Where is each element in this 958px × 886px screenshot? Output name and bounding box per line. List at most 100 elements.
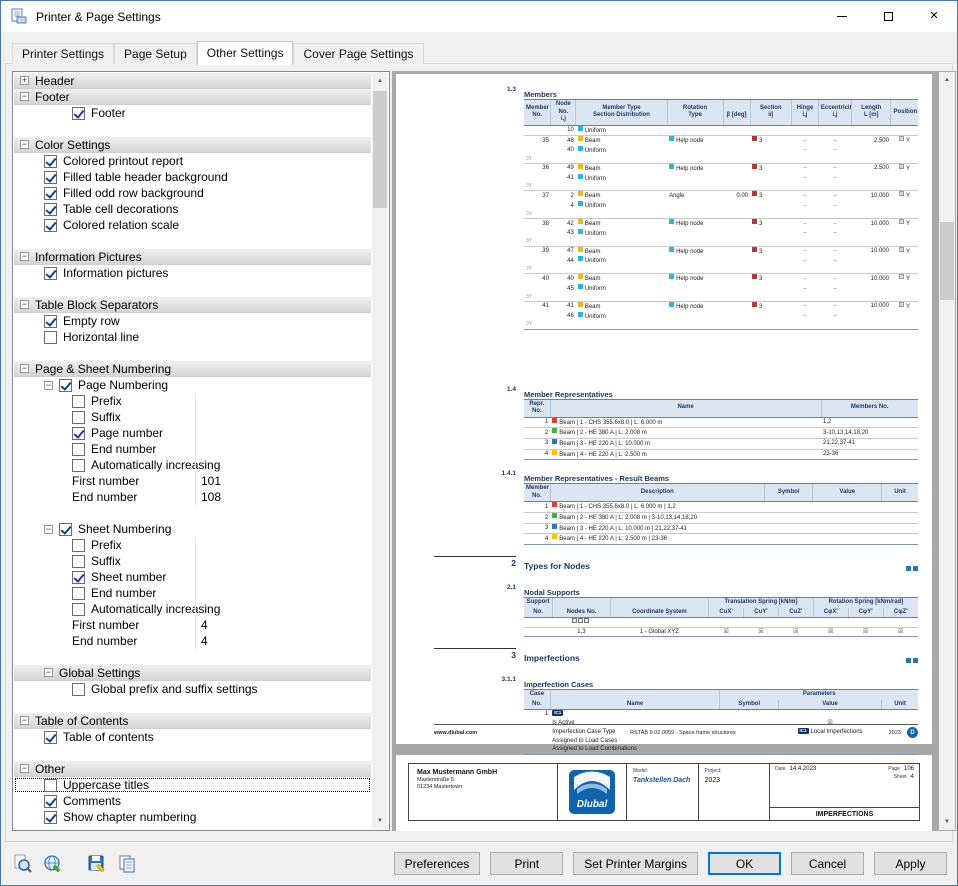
maximize-button[interactable]	[865, 1, 911, 32]
collapse-icon[interactable]: −	[44, 523, 53, 534]
tree-item-uppercase-titles[interactable]: Uppercase titles	[14, 777, 371, 793]
tree-group-footer[interactable]: − Footer	[14, 89, 371, 105]
scroll-up-icon[interactable]: ▲	[944, 77, 950, 83]
tree-group-global-settings[interactable]: − Global Settings	[14, 665, 371, 681]
tree-item-suffix[interactable]: Suffix	[14, 409, 371, 425]
tree-group-information-pictures[interactable]: − Information Pictures	[14, 249, 371, 265]
tree-group-header[interactable]: + Header	[14, 73, 371, 89]
collapse-icon[interactable]: −	[20, 299, 29, 309]
scroll-down-icon[interactable]: ▼	[944, 819, 950, 825]
tree-group-page-sheet-numbering[interactable]: − Page & Sheet Numbering	[14, 361, 371, 377]
tree-item-first-number[interactable]: First number 4	[14, 617, 371, 633]
tree-item-show-chapter-numbering[interactable]: Show chapter numbering	[14, 809, 371, 825]
tree-group-page-numbering[interactable]: − Page Numbering	[14, 377, 371, 393]
preview-scroll-thumb[interactable]	[940, 222, 954, 300]
tree-item-footer[interactable]: Footer	[14, 105, 371, 121]
collapse-icon[interactable]: −	[20, 363, 29, 373]
tree-scroll-thumb[interactable]	[373, 91, 387, 208]
checkbox-end-number[interactable]	[72, 586, 85, 600]
checkbox-colored-printout-report[interactable]	[44, 154, 57, 168]
tree-item-suffix[interactable]: Suffix	[14, 553, 371, 569]
collapse-icon[interactable]: −	[20, 251, 29, 261]
preview-page-2[interactable]: Max Mustermann GmbH Masterstraße 5 01234…	[396, 755, 932, 831]
collapse-icon[interactable]: −	[20, 763, 29, 773]
ok-button[interactable]: OK	[708, 852, 781, 875]
checkbox-page-numbering[interactable]	[59, 378, 72, 392]
checkbox-prefix[interactable]	[72, 394, 85, 408]
collapse-icon[interactable]: −	[44, 379, 53, 390]
preview-scrollbar[interactable]: ▲ ▼	[939, 72, 955, 830]
checkbox-sheet-numbering[interactable]	[59, 522, 72, 536]
tree-item-colored-printout-report[interactable]: Colored printout report	[14, 153, 371, 169]
tree-item-automatically-increasing[interactable]: Automatically increasing	[14, 457, 371, 473]
tree-item-table-of-contents[interactable]: Table of contents	[14, 729, 371, 745]
tree-group-color-settings[interactable]: − Color Settings	[14, 137, 371, 153]
tree-item-prefix[interactable]: Prefix	[14, 537, 371, 553]
checkbox-colored-relation-scale[interactable]	[44, 218, 57, 232]
checkbox-suffix[interactable]	[72, 410, 85, 424]
preview-page-1[interactable]: 1.3 Members Member No. Node No. i,j Member T…	[396, 74, 932, 755]
collapse-icon[interactable]: −	[44, 667, 53, 677]
tree-item-comments[interactable]: Comments	[14, 793, 371, 809]
checkbox-automatically-increasing[interactable]	[72, 458, 85, 472]
checkbox-automatically-increasing[interactable]	[72, 602, 85, 616]
close-button[interactable]: ✕	[911, 1, 957, 32]
tree-item-information-pictures[interactable]: Information pictures	[14, 265, 371, 281]
print-button[interactable]: Print	[490, 852, 564, 875]
value-first-number[interactable]: 101	[201, 474, 222, 488]
checkbox-filled-odd-row-background[interactable]	[44, 186, 57, 200]
find-in-preview-button[interactable]	[11, 852, 35, 876]
minimize-button[interactable]	[819, 1, 865, 32]
tab-other-settings[interactable]: Other Settings	[196, 41, 294, 65]
checkbox-prefix[interactable]	[72, 538, 85, 552]
set-printer-margins-button[interactable]: Set Printer Margins	[573, 852, 698, 875]
value-end-number[interactable]: 4	[201, 634, 208, 648]
save-settings-button[interactable]	[85, 852, 109, 876]
collapse-icon[interactable]: −	[20, 91, 29, 101]
checkbox-table-of-contents[interactable]	[44, 730, 57, 744]
tree-item-filled-table-header-background[interactable]: Filled table header background	[14, 169, 371, 185]
expand-icon[interactable]: +	[20, 75, 29, 85]
language-settings-button[interactable]	[41, 852, 65, 876]
collapse-icon[interactable]: −	[20, 139, 29, 149]
tab-printer-settings[interactable]: Printer Settings	[12, 43, 115, 64]
tab-cover-page-settings[interactable]: Cover Page Settings	[293, 43, 424, 64]
checkbox-show-chapter-numbering[interactable]	[44, 810, 57, 824]
checkbox-footer[interactable]	[72, 106, 85, 120]
tree-item-sheet-number[interactable]: Sheet number	[14, 569, 371, 585]
cancel-button[interactable]: Cancel	[791, 852, 864, 875]
tree-item-empty-row[interactable]: Empty row	[14, 313, 371, 329]
checkbox-sheet-number[interactable]	[72, 570, 85, 584]
tree-item-end-number[interactable]: End number 108	[14, 489, 371, 505]
tree-group-table-of-contents[interactable]: − Table of Contents	[14, 713, 371, 729]
copy-settings-button[interactable]	[115, 852, 139, 876]
tree-item-horizontal-line[interactable]: Horizontal line	[14, 329, 371, 345]
checkbox-comments[interactable]	[44, 794, 57, 808]
checkbox-horizontal-line[interactable]	[44, 330, 57, 344]
value-first-number[interactable]: 4	[201, 618, 208, 632]
tree-group-sheet-numbering[interactable]: − Sheet Numbering	[14, 521, 371, 537]
tree-item-colored-relation-scale[interactable]: Colored relation scale	[14, 217, 371, 233]
checkbox-uppercase-titles[interactable]	[44, 778, 57, 792]
tree-item-prefix[interactable]: Prefix	[14, 393, 371, 409]
checkbox-end-number[interactable]	[72, 442, 85, 456]
checkbox-table-cell-decorations[interactable]	[44, 202, 57, 216]
checkbox-empty-row[interactable]	[44, 314, 57, 328]
tree-item-automatically-increasing[interactable]: Automatically increasing	[14, 601, 371, 617]
collapse-icon[interactable]: −	[20, 715, 29, 725]
tree-item-global-prefix-and-suffix-settings[interactable]: Global prefix and suffix settings	[14, 681, 371, 697]
tree-item-page-number[interactable]: Page number	[14, 425, 371, 441]
tree-item-end-number[interactable]: End number	[14, 585, 371, 601]
tree-scrollbar[interactable]: ▲ ▼	[372, 73, 388, 829]
tree-item-end-number[interactable]: End number 4	[14, 633, 371, 649]
checkbox-information-pictures[interactable]	[44, 266, 57, 280]
tree-item-end-number[interactable]: End number	[14, 441, 371, 457]
checkbox-suffix[interactable]	[72, 554, 85, 568]
tab-page-setup[interactable]: Page Setup	[114, 43, 197, 64]
tree-group-other[interactable]: − Other	[14, 761, 371, 777]
preferences-button[interactable]: Preferences	[393, 852, 481, 875]
apply-button[interactable]: Apply	[874, 852, 947, 875]
checkbox-page-number[interactable]	[72, 426, 85, 440]
tree-item-table-cell-decorations[interactable]: Table cell decorations	[14, 201, 371, 217]
scroll-down-icon[interactable]: ▼	[377, 818, 383, 824]
